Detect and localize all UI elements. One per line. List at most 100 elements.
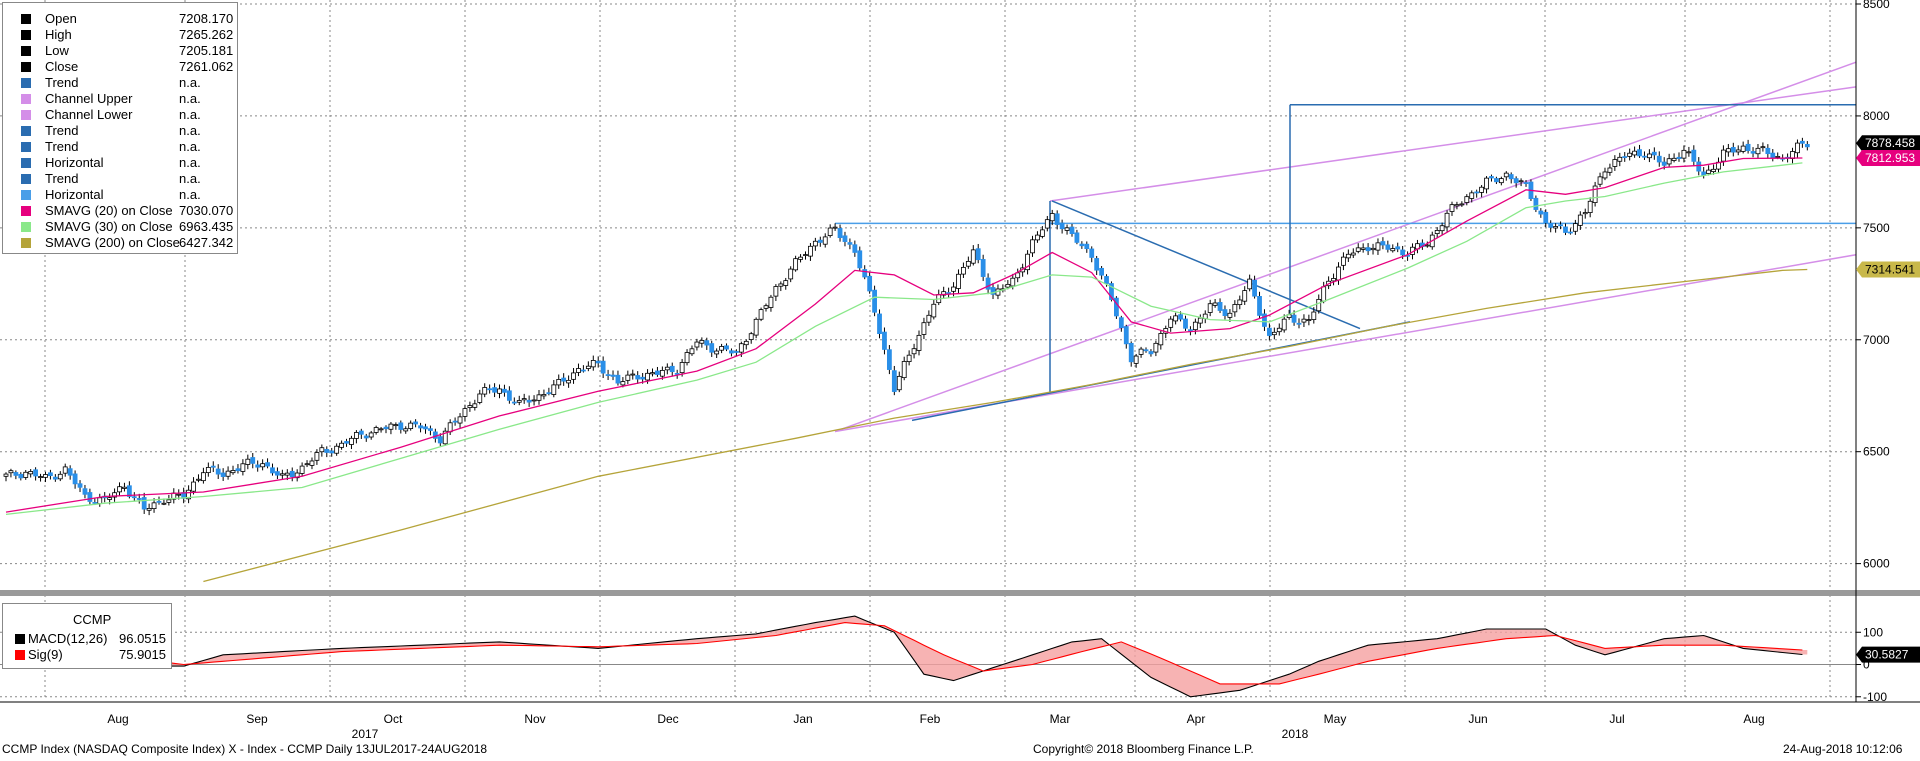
macd-swatch: [15, 634, 25, 644]
legend-row: Channel Upper n.a.: [3, 91, 237, 107]
candle-body: [951, 286, 956, 292]
y-tick-label: -100: [1863, 690, 1887, 704]
x-tick-label: Jun: [1468, 712, 1487, 726]
candle-body: [1656, 155, 1662, 163]
candle-body: [482, 387, 488, 395]
candle-body: [1577, 214, 1583, 226]
candle-body: [1079, 243, 1085, 247]
candle-body: [729, 350, 734, 354]
candle-body: [457, 416, 463, 424]
candle-body: [92, 502, 98, 504]
candle-body: [28, 471, 34, 475]
candle-body: [225, 470, 231, 477]
y-tick-label: 100: [1863, 625, 1883, 639]
candle-body: [536, 394, 542, 401]
candle-body: [921, 322, 927, 335]
candle-body: [151, 502, 157, 510]
candle-body: [373, 427, 379, 433]
candle-body: [1602, 171, 1608, 179]
candle-body: [1548, 223, 1554, 228]
candle-body: [506, 390, 512, 401]
candle-body: [1148, 351, 1154, 355]
candle-body: [1582, 212, 1588, 215]
candle-body: [378, 428, 384, 431]
candle-body: [1355, 247, 1361, 252]
macd-label: MACD(12,26): [28, 631, 108, 646]
candle-body: [82, 488, 88, 495]
sig-swatch: [15, 650, 25, 660]
x-tick-label: Oct: [384, 712, 403, 726]
candle-body: [985, 277, 991, 290]
candle-body: [650, 372, 655, 375]
y-tick-label: 6500: [1863, 445, 1890, 459]
candle-body: [857, 250, 863, 269]
candle-body: [250, 457, 256, 464]
candle-body: [585, 365, 591, 369]
x-tick-label: Aug: [107, 712, 128, 726]
legend-value: n.a.: [179, 155, 201, 170]
candle-body: [1365, 247, 1371, 252]
candle-body: [1459, 203, 1465, 206]
candle-body: [324, 449, 330, 453]
candle-body: [1291, 314, 1297, 323]
candle-body: [956, 273, 961, 289]
candle-body: [1637, 149, 1642, 157]
legend-label: Channel Lower: [45, 107, 133, 122]
candle-body: [393, 424, 399, 427]
candle-body: [1563, 226, 1568, 233]
candle-body: [304, 463, 310, 466]
candle-body: [265, 462, 270, 467]
candle-body: [926, 314, 932, 323]
x-tick-label: May: [1324, 712, 1347, 726]
candle-body: [1622, 156, 1628, 158]
candle-body: [655, 370, 660, 375]
candle-body: [793, 258, 799, 271]
legend-value: n.a.: [179, 139, 201, 154]
candle-body: [891, 370, 897, 392]
candle-body: [724, 345, 729, 350]
candle-body: [126, 485, 132, 497]
candle-body: [738, 343, 744, 353]
legend-label: SMAVG (200) on Close: [45, 235, 180, 250]
candle-body: [131, 496, 137, 499]
candle-body: [487, 388, 493, 391]
candle-body: [1592, 185, 1598, 203]
candle-body: [48, 472, 53, 477]
candle-body: [1069, 226, 1075, 234]
y-tick-label: 8500: [1863, 0, 1890, 11]
candle-body: [1370, 247, 1376, 251]
candle-body: [502, 388, 507, 393]
candle-body: [753, 318, 759, 336]
ma-line-200: [203, 268, 1808, 583]
candle-body: [1617, 156, 1623, 162]
ma-line-30: [5, 162, 1803, 516]
candle-body: [1222, 309, 1228, 317]
price-tag-label: 30.5827: [1865, 648, 1909, 662]
candle-body: [1597, 176, 1603, 185]
candle-body: [319, 447, 325, 453]
candle-body: [23, 471, 29, 478]
y-tick-label: 8000: [1863, 109, 1890, 123]
candle-body: [1538, 210, 1544, 215]
legend-swatch: [21, 62, 31, 72]
x-tick-label: Dec: [657, 712, 678, 726]
candle-body: [418, 425, 423, 429]
candle-body: [1375, 242, 1381, 251]
candle-body: [1454, 204, 1460, 207]
candle-body: [817, 239, 823, 243]
candle-body: [428, 428, 433, 431]
candle-body: [363, 435, 369, 439]
candle-body: [388, 423, 394, 430]
candle-body: [531, 399, 537, 402]
candle-body: [526, 399, 532, 403]
candle-body: [812, 240, 818, 247]
legend-value: 6427.342: [179, 235, 234, 250]
candle-body: [832, 226, 838, 229]
candle-body: [349, 437, 354, 445]
candle-body: [1642, 155, 1647, 158]
candle-body: [1632, 150, 1637, 156]
candle-body: [136, 498, 142, 500]
candle-body: [867, 275, 873, 292]
candle-body: [1395, 246, 1401, 250]
candle-body: [1104, 276, 1109, 284]
